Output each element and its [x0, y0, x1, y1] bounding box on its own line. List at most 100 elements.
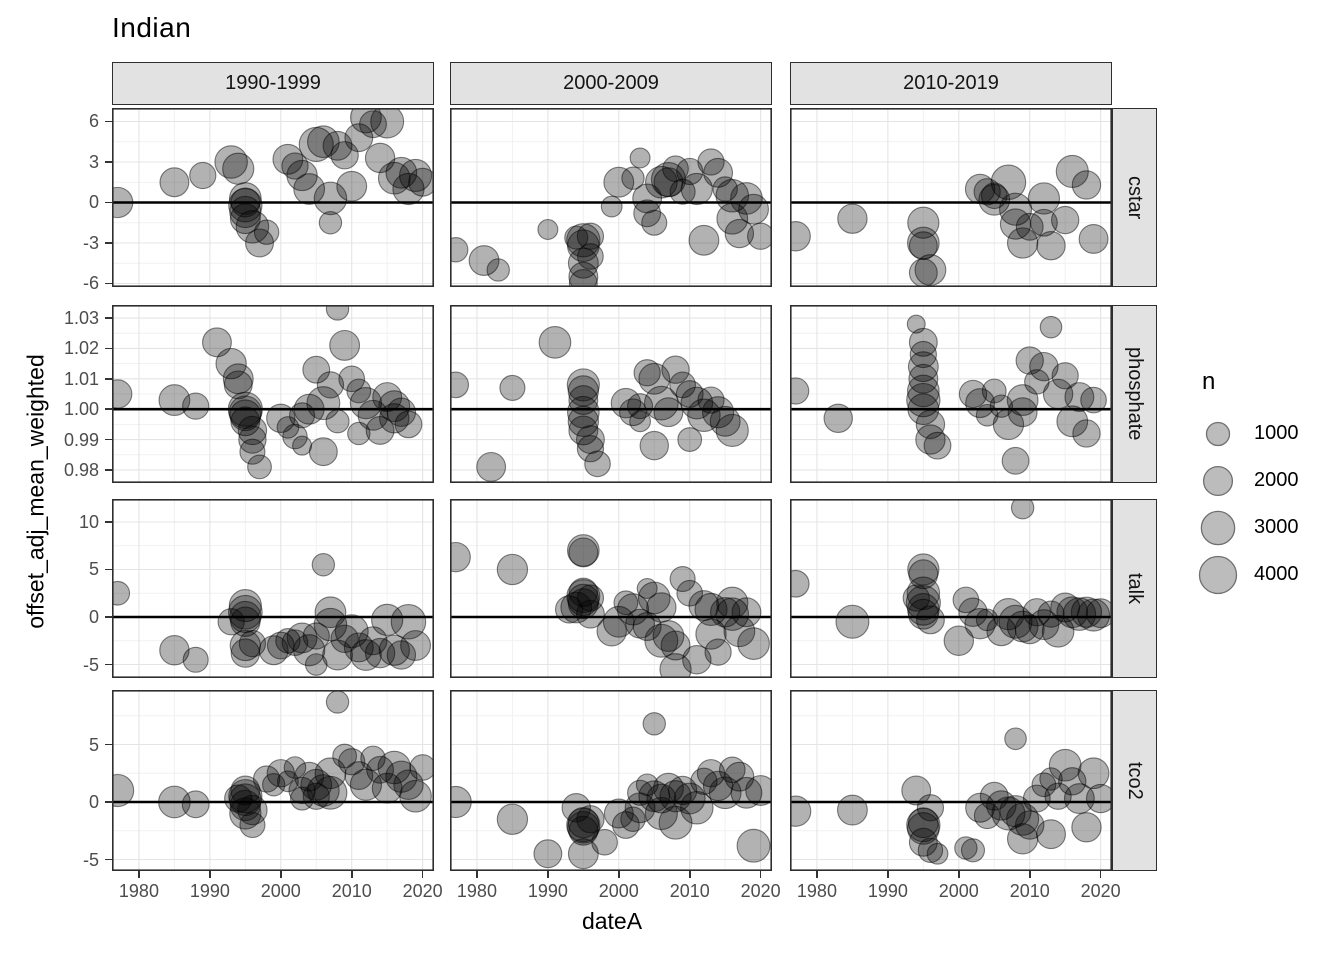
data-bubble: [703, 157, 734, 188]
data-bubble: [392, 172, 425, 206]
data-bubble: [329, 329, 361, 361]
data-bubble: [252, 765, 281, 793]
facet-strip-label: tco2: [1124, 761, 1146, 800]
data-bubble: [952, 586, 980, 614]
data-bubble: [237, 415, 268, 446]
data-bubble: [644, 623, 679, 658]
data-bubble: [738, 193, 769, 225]
x-tick-mark: [887, 871, 889, 878]
data-bubble: [538, 326, 572, 359]
data-bubble: [496, 803, 529, 835]
data-bubble: [290, 786, 315, 811]
data-bubble: [981, 378, 1007, 404]
data-bubble: [568, 537, 599, 568]
data-bubble: [566, 534, 600, 567]
data-bubble: [998, 604, 1033, 639]
facet-strip-talk: talk: [1112, 499, 1157, 678]
data-bubble: [306, 386, 341, 421]
data-bubble: [334, 614, 369, 649]
legend-item-label: 4000: [1254, 563, 1299, 585]
data-bubble: [112, 580, 131, 606]
data-bubble: [960, 838, 986, 863]
x-tick-label: 2000: [598, 881, 639, 901]
legend-item: 1000: [1196, 410, 1342, 457]
data-bubble: [370, 108, 405, 139]
legend-circle-icon: [1202, 465, 1234, 496]
data-bubble: [566, 368, 600, 402]
data-bubble: [1041, 614, 1075, 648]
data-bubble: [715, 413, 749, 448]
data-bubble: [229, 797, 262, 830]
bubble-layer: [112, 305, 423, 480]
data-bubble: [181, 790, 210, 819]
y-tick-label: 1.00: [63, 399, 99, 420]
data-bubble: [697, 386, 725, 414]
data-bubble: [379, 403, 410, 434]
data-bubble: [228, 395, 263, 429]
x-tick-mark: [138, 871, 140, 878]
x-axis-title: dateA: [581, 908, 643, 934]
data-bubble: [731, 597, 762, 628]
data-bubble: [182, 646, 209, 673]
data-bubble: [661, 355, 690, 384]
grid-major: [790, 690, 1112, 871]
data-bubble: [709, 597, 741, 628]
data-bubble: [399, 779, 432, 813]
data-bubble: [619, 398, 647, 427]
data-bubble: [1077, 757, 1110, 790]
x-tick-mark: [958, 871, 960, 878]
data-bubble: [600, 195, 623, 218]
data-bubble: [159, 167, 190, 198]
data-bubble: [230, 406, 261, 437]
facet-strip-label: 1990-1999: [225, 72, 321, 94]
bubble-layer: [790, 314, 1107, 475]
x-tick-mark: [1099, 871, 1102, 878]
data-bubble: [1051, 362, 1079, 390]
data-bubble: [837, 203, 868, 234]
grid-minor: [790, 305, 1112, 483]
data-bubble: [603, 798, 634, 829]
data-bubble: [1039, 767, 1063, 791]
data-bubble: [398, 158, 433, 193]
data-bubble: [999, 208, 1032, 240]
data-bubble: [658, 805, 693, 840]
facet-strip-label: 2000-2009: [563, 72, 659, 94]
data-bubble: [338, 748, 366, 776]
data-bubble: [917, 837, 944, 864]
data-bubble: [499, 374, 526, 401]
legend-item: 2000: [1196, 457, 1342, 504]
grid-minor: [112, 690, 434, 871]
x-tick-mark: [547, 871, 549, 878]
data-bubble: [386, 640, 417, 670]
data-bubble: [281, 152, 309, 180]
data-bubble: [645, 165, 678, 199]
x-tick-mark: [280, 871, 282, 878]
y-tick-mark: [105, 663, 112, 666]
data-bubble: [276, 770, 299, 793]
data-bubble: [230, 638, 261, 668]
data-bubble: [1048, 748, 1082, 782]
data-bubble: [677, 427, 703, 452]
data-bubble: [1007, 397, 1038, 428]
data-bubble: [916, 794, 945, 822]
y-tick-mark: [105, 347, 112, 350]
grid-minor: [112, 108, 434, 287]
data-bubble: [697, 148, 725, 176]
data-bubble: [1071, 170, 1102, 200]
data-bubble: [584, 450, 611, 478]
data-bubble: [576, 805, 605, 834]
data-bubble: [358, 626, 388, 656]
panel-tco2-2000-2009: [450, 690, 772, 871]
facet-strip-2010-2019: 2010-2019: [790, 62, 1112, 105]
data-bubble: [992, 598, 1025, 631]
data-bubble: [568, 577, 599, 608]
data-bubble: [359, 110, 387, 139]
panel-background: [450, 499, 772, 678]
y-axis-title: offset_adj_mean_weighted: [22, 354, 49, 629]
data-bubble: [724, 761, 755, 792]
x-tick-label: 2010: [1009, 881, 1050, 901]
data-bubble: [344, 123, 374, 153]
data-bubble: [1015, 212, 1044, 241]
data-bubble: [1080, 386, 1107, 414]
